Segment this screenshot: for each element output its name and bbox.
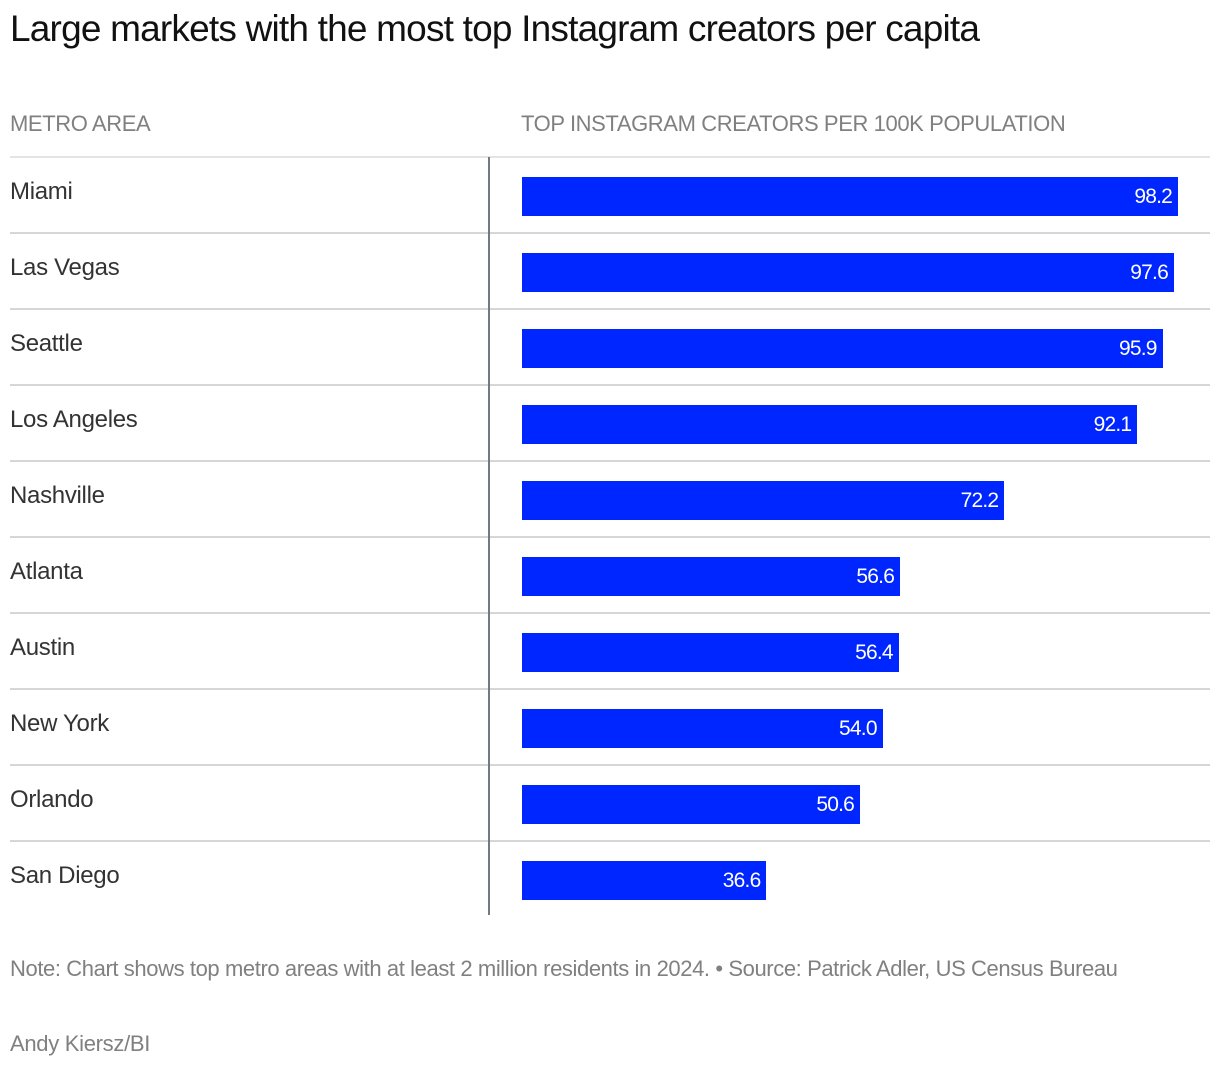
- category-label: New York: [10, 710, 109, 737]
- footnote: Note: Chart shows top metro areas with a…: [10, 956, 1118, 981]
- category-header: METRO AREA: [10, 111, 151, 136]
- bar: 97.6: [522, 253, 1174, 292]
- value-header: TOP INSTAGRAM CREATORS PER 100K POPULATI…: [521, 111, 1066, 136]
- bar-row: Atlanta 56.6: [10, 538, 1210, 614]
- bar: 54.0: [522, 709, 883, 748]
- bar: 36.6: [522, 861, 767, 900]
- bar-row: Las Vegas 97.6: [10, 234, 1210, 310]
- row-divider: [10, 840, 1210, 842]
- header-divider: [10, 156, 1210, 158]
- value-label: 95.9: [1118, 337, 1157, 360]
- bar-row: San Diego 36.6: [10, 842, 1210, 918]
- row-divider: [10, 688, 1210, 690]
- category-label: Orlando: [10, 786, 94, 813]
- bar: 56.4: [522, 633, 899, 672]
- bar-row: Orlando 50.6: [10, 766, 1210, 842]
- category-label: Austin: [10, 634, 75, 661]
- value-label: 36.6: [722, 869, 761, 892]
- bar: 95.9: [522, 329, 1163, 368]
- bar-row: Austin 56.4: [10, 614, 1210, 690]
- bar-row: Nashville 72.2: [10, 462, 1210, 538]
- value-label: 97.6: [1130, 261, 1168, 284]
- bar: 56.6: [522, 557, 901, 596]
- value-label: 72.2: [960, 489, 999, 512]
- value-label: 54.0: [839, 717, 877, 740]
- row-divider: [10, 384, 1210, 386]
- category-label: Nashville: [10, 482, 105, 509]
- value-label: 50.6: [816, 793, 855, 816]
- bar-row: Seattle 95.9: [10, 310, 1210, 386]
- category-label: Las Vegas: [10, 254, 120, 281]
- category-label: San Diego: [10, 862, 120, 889]
- row-divider: [10, 764, 1210, 766]
- bar-row: Miami 98.2: [10, 158, 1210, 234]
- row-divider: [10, 308, 1210, 310]
- value-label: 92.1: [1093, 413, 1132, 436]
- bar-row: New York 54.0: [10, 690, 1210, 766]
- bar: 50.6: [522, 785, 861, 824]
- row-divider: [10, 460, 1210, 462]
- bar-row: Los Angeles 92.1: [10, 386, 1210, 462]
- category-label: Los Angeles: [10, 406, 138, 433]
- value-label: 56.6: [856, 565, 895, 588]
- value-label: 56.4: [855, 641, 893, 664]
- category-label: Miami: [10, 178, 73, 205]
- category-label: Seattle: [10, 330, 83, 357]
- bar: 72.2: [522, 481, 1005, 520]
- row-divider: [10, 232, 1210, 234]
- row-divider: [10, 612, 1210, 614]
- row-divider: [10, 536, 1210, 538]
- bar: 98.2: [522, 177, 1178, 216]
- bar: 92.1: [522, 405, 1138, 444]
- value-label: 98.2: [1134, 185, 1172, 208]
- axis-line: [488, 157, 490, 915]
- chart-title: Large markets with the most top Instagra…: [10, 8, 980, 49]
- credit: Andy Kiersz/BI: [10, 1031, 151, 1056]
- category-label: Atlanta: [10, 558, 83, 585]
